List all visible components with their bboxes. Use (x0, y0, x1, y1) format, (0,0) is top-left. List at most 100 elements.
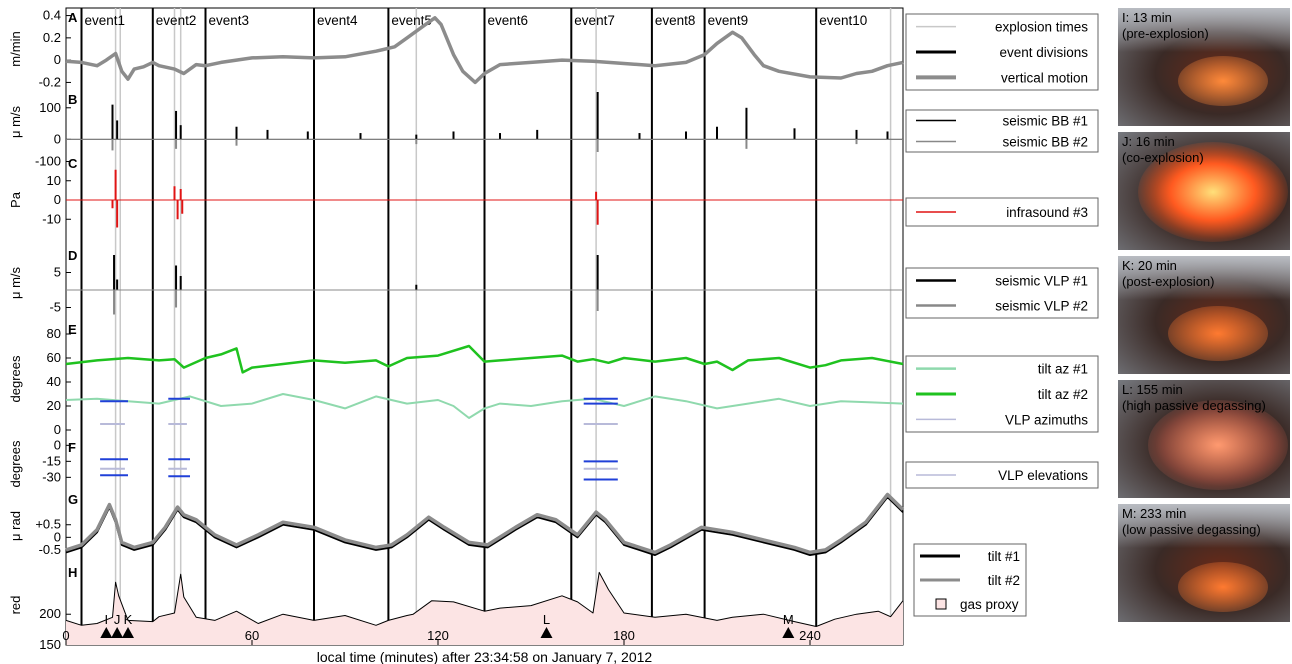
y-tick-label: 0 (54, 131, 61, 146)
y-axis-label: degrees (8, 440, 23, 487)
marker-triangle (111, 627, 124, 638)
y-tick-label: -10 (42, 211, 61, 226)
y-tick-label: 200 (39, 606, 61, 621)
photo-high-passive-degassing: L: 155 min (high passive degassing) (1118, 380, 1290, 498)
legend-entry: tilt #1 (988, 549, 1020, 564)
y-tick-label: 0.4 (43, 8, 61, 23)
x-tick-label: 240 (799, 628, 821, 643)
x-tick-label: 120 (427, 628, 449, 643)
photo-caption-desc: (high passive degassing) (1122, 398, 1266, 413)
y-tick-label: 10 (47, 173, 61, 188)
panel-label-B: B (68, 92, 77, 107)
panel-label-G: G (68, 492, 78, 507)
marker-label: I (104, 612, 108, 627)
legend-entry: VLP azimuths (1005, 412, 1088, 427)
marker-triangle (540, 627, 553, 638)
event-label: event3 (209, 13, 250, 28)
event-label: event6 (488, 13, 529, 28)
legend-swatch (935, 598, 947, 610)
photo-caption-time: K: 20 min (1122, 258, 1177, 273)
y-tick-label: 0 (54, 422, 61, 437)
marker-label: M (783, 612, 794, 627)
event-label: event2 (156, 13, 197, 28)
photo-caption-desc: (co-explosion) (1122, 150, 1204, 165)
series-line-tilt-az-2 (65, 344, 904, 374)
legend-entry: seismic VLP #1 (995, 274, 1088, 289)
photo-caption-time: I: 13 min (1122, 10, 1172, 25)
y-tick-label: 60 (47, 350, 61, 365)
marker-triangle (100, 627, 113, 638)
photo-pre-explosion: I: 13 min (pre-explosion) (1118, 8, 1290, 126)
y-axis-label: μ rad (8, 511, 23, 541)
event-label: event4 (317, 13, 358, 28)
event-label: event1 (85, 13, 126, 28)
x-tick-label: 180 (613, 628, 635, 643)
marker-triangle (122, 627, 134, 638)
panel-label-E: E (68, 322, 77, 337)
panel-label-H: H (68, 565, 77, 580)
legend-box (905, 267, 1099, 319)
y-tick-label: 150 (39, 637, 61, 652)
photo-low-passive-degassing: M: 233 min (low passive degassing) (1118, 504, 1290, 622)
event-label: event10 (819, 13, 867, 28)
y-tick-label: 0.2 (43, 30, 61, 45)
panel-label-A: A (68, 10, 78, 25)
y-axis-label: degrees (8, 355, 23, 402)
legend-entry: gas proxy (960, 597, 1019, 612)
series-line-tilt-2 (65, 492, 905, 555)
event-label: event5 (391, 13, 432, 28)
panel-label-C: C (68, 156, 78, 171)
series-line-vertical-motion (65, 16, 904, 85)
marker-triangle (782, 627, 795, 638)
legend-entry: seismic VLP #2 (995, 299, 1088, 314)
y-tick-label: -0.2 (39, 74, 61, 89)
x-tick-label: 0 (62, 628, 69, 643)
series-line-gas-proxy (65, 571, 904, 627)
photo-caption-desc: (low passive degassing) (1122, 522, 1261, 537)
y-axis-label: μ m/s (8, 105, 23, 138)
y-axis-label: Pa (8, 191, 23, 208)
photo-co-explosion: J: 16 min (co-explosion) (1118, 132, 1290, 250)
legend-entry: explosion times (995, 20, 1088, 35)
legend-box (905, 109, 1099, 153)
gas-proxy-area (66, 572, 903, 645)
event-label: event9 (708, 13, 749, 28)
photo-caption-time: M: 233 min (1122, 506, 1187, 521)
y-tick-label: 80 (47, 326, 61, 341)
y-tick-label: 0 (54, 192, 61, 207)
photo-post-explosion: K: 20 min (post-explosion) (1118, 256, 1290, 374)
marker-label: L (543, 612, 550, 627)
event-label: event7 (574, 13, 615, 28)
marker-label: K (124, 612, 133, 627)
y-tick-label: -30 (42, 469, 61, 484)
photo-caption-time: J: 16 min (1122, 134, 1175, 149)
y-axis-label: μ m/s (8, 266, 23, 299)
y-tick-label: 0 (54, 437, 61, 452)
panel-label-F: F (68, 440, 76, 455)
y-tick-label: -15 (42, 453, 61, 468)
y-tick-label: 0 (54, 529, 61, 544)
x-axis-label: local time (minutes) after 23:34:58 on J… (317, 649, 653, 664)
photo-caption-desc: (post-explosion) (1122, 274, 1215, 289)
event-label: event8 (655, 13, 696, 28)
legend-entry: seismic BB #1 (1002, 114, 1088, 129)
y-tick-label: 5 (54, 265, 61, 280)
y-tick-label: 40 (47, 374, 61, 389)
y-axis-label: m/min (8, 31, 23, 66)
y-tick-label: +0.5 (35, 517, 61, 532)
y-tick-label: 0 (54, 52, 61, 67)
y-tick-label: 100 (39, 100, 61, 115)
legend-entry: infrasound #3 (1006, 205, 1088, 220)
y-tick-label: -100 (35, 154, 61, 169)
photo-caption-desc: (pre-explosion) (1122, 26, 1209, 41)
panel-label-D: D (68, 248, 77, 263)
multi-panel-chart: event1 event2 event3 event4 event5 event6 even… (8, 7, 1099, 664)
legend-entry: seismic BB #2 (1002, 135, 1088, 150)
series-line-tilt-az-1 (65, 393, 904, 419)
y-tick-label: 20 (47, 398, 61, 413)
x-tick-label: 60 (245, 628, 259, 643)
marker-label: J (114, 612, 121, 627)
y-tick-label: -0.5 (39, 542, 61, 557)
legend-entry: event divisions (999, 45, 1088, 60)
legend-entry: vertical motion (1001, 70, 1088, 85)
